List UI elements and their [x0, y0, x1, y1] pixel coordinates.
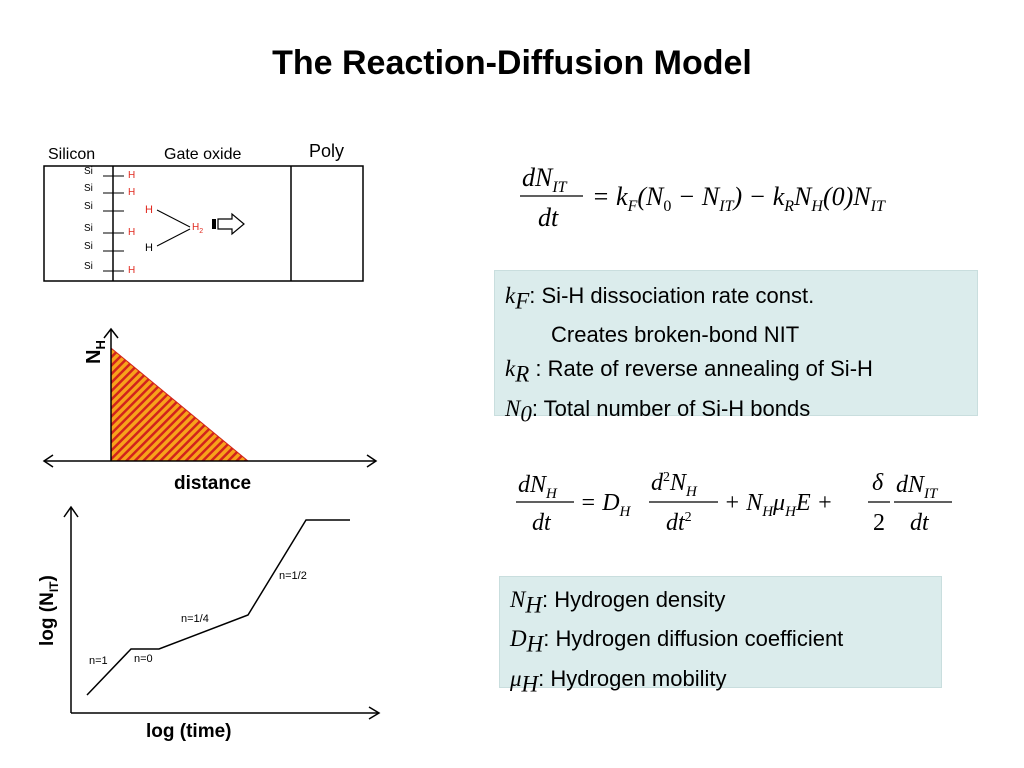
- si-atom: Si: [84, 223, 93, 234]
- label-gate-oxide: Gate oxide: [164, 146, 241, 163]
- bond-line-top: [156, 209, 191, 228]
- svg-text:2: 2: [873, 510, 885, 536]
- si-atom: Si: [84, 261, 93, 272]
- si-atom: Si: [84, 183, 93, 194]
- time-x-label: log (time): [146, 721, 232, 742]
- svg-text:dNH: dNH: [518, 472, 558, 502]
- nh-y-label: NH: [83, 340, 108, 364]
- svg-text:dt: dt: [538, 203, 559, 232]
- segment-label-n-quarter: n=1/4: [181, 613, 209, 625]
- nh-profile-fill: [110, 346, 250, 462]
- segment-label-n1: n=1: [89, 655, 108, 667]
- bonded-h-atom: H: [128, 265, 135, 276]
- si-atom: Si: [84, 166, 93, 177]
- h2-molecule: H2: [192, 222, 203, 235]
- bonded-h-atom: H: [128, 170, 135, 181]
- si-h-bonds: Si H Si H Si Si H Si Si H: [84, 166, 135, 276]
- svg-text:d2NH: d2NH: [651, 470, 698, 500]
- diffusion-arrow: [212, 212, 245, 236]
- svg-text:dNIT: dNIT: [522, 163, 568, 196]
- svg-text:dNIT: dNIT: [896, 472, 939, 502]
- si-atom: Si: [84, 201, 93, 212]
- label-silicon: Silicon: [48, 146, 95, 163]
- svg-text:dt2: dt2: [666, 510, 692, 536]
- svg-text:dt: dt: [532, 510, 552, 536]
- si-atom: Si: [84, 241, 93, 252]
- free-h-bottom: H: [145, 242, 153, 254]
- def-row-nh: NH: Hydrogen density: [510, 587, 726, 618]
- svg-text:δ: δ: [872, 470, 884, 496]
- def-row-n0: N0: Total number of Si-H bonds: [505, 395, 811, 427]
- segment-label-n-half: n=1/2: [279, 570, 307, 582]
- svg-text:= DH: = DH: [580, 490, 632, 520]
- nit-curve: [86, 519, 350, 696]
- nh-profile-plot: NH distance: [42, 327, 378, 494]
- definitions-box-hydrogen: NH: Hydrogen density DH: Hydrogen diffus…: [499, 576, 942, 696]
- eq1-rhs: = kF(N0 − NIT) − kRNH(0)NIT: [592, 182, 886, 215]
- definitions-box-rates: kF: Si-H dissociation rate const. Create…: [494, 270, 978, 426]
- device-frame: [43, 165, 364, 282]
- def-row-dh: DH: Hydrogen diffusion coefficient: [510, 626, 844, 657]
- equation-hydrogen-diffusion: dNH dt = DH d2NH dt2 + NHμHE + δ 2 dNIT …: [516, 470, 952, 536]
- bonded-h-atom: H: [128, 187, 135, 198]
- bonded-h-atom: H: [128, 227, 135, 238]
- svg-text:+ NHμHE +: + NHμHE +: [724, 490, 833, 520]
- page-title: The Reaction-Diffusion Model: [272, 44, 752, 82]
- def-row-kr: kR : Rate of reverse annealing of Si-H: [505, 356, 873, 387]
- equation-interface-trap-rate: dNIT dt = kF(N0 − NIT) − kRNH(0)NIT: [520, 163, 886, 232]
- nh-x-label: distance: [174, 473, 251, 494]
- def-row-muh: μH: Hydrogen mobility: [510, 665, 727, 697]
- time-y-label: log (NIT): [37, 575, 61, 646]
- def-row-kf-continued: Creates broken-bond NIT: [551, 322, 800, 348]
- free-h-top: H: [145, 204, 153, 216]
- label-poly: Poly: [309, 141, 344, 161]
- nit-time-plot: n=1 n=0 n=1/4 n=1/2 log (NIT) log (time): [37, 505, 381, 742]
- bond-line-bottom: [156, 228, 191, 247]
- device-diagram: Silicon Gate oxide Poly Si H Si H Si Si H Si Si H…: [43, 141, 364, 282]
- def-row-kf: kF: Si-H dissociation rate const.: [505, 283, 815, 314]
- svg-text:dt: dt: [910, 510, 930, 536]
- segment-label-n0: n=0: [134, 653, 153, 665]
